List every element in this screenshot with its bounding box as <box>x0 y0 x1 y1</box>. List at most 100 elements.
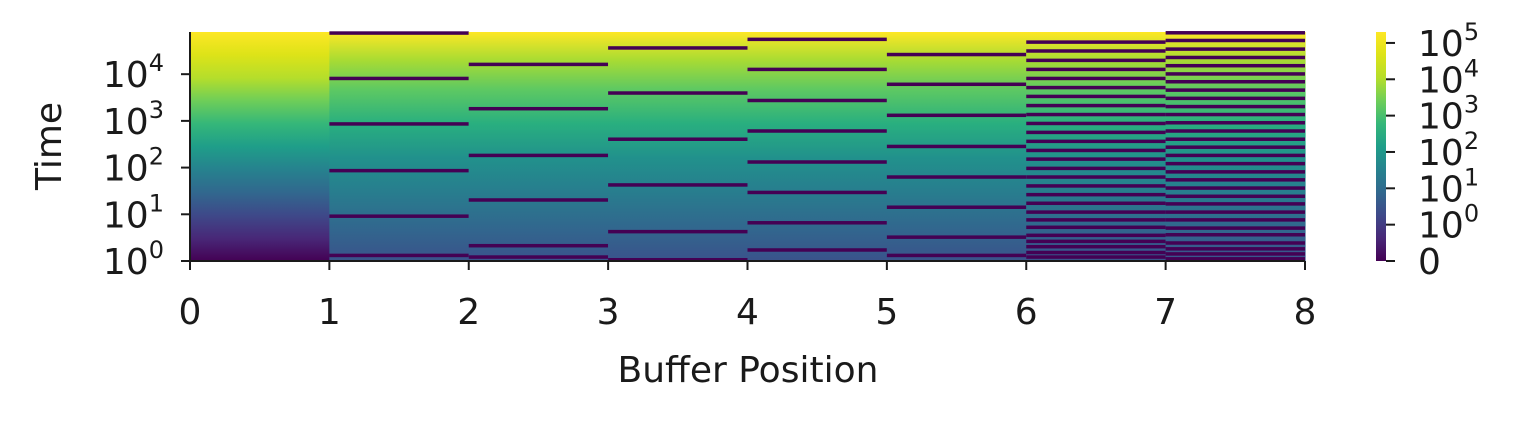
reset-line <box>608 258 748 262</box>
reset-line <box>747 98 887 103</box>
reset-line <box>1026 121 1166 126</box>
x-axis: 0 1 2 3 4 5 6 7 8 <box>179 260 1317 333</box>
colorbar-tick-label: 105 <box>1418 18 1479 65</box>
reset-line <box>1026 112 1166 117</box>
reset-line <box>1026 49 1166 53</box>
x-tick-label: 6 <box>1015 292 1038 333</box>
reset-line <box>747 67 887 72</box>
reset-line <box>1165 178 1305 182</box>
reset-line <box>1165 63 1305 68</box>
reset-line <box>1165 104 1305 109</box>
reset-line <box>747 129 887 133</box>
reset-line <box>1026 166 1166 171</box>
reset-line <box>329 31 469 35</box>
heatmap-column-2 <box>468 32 609 261</box>
x-tick-label: 8 <box>1294 292 1317 333</box>
reset-line <box>608 46 748 50</box>
reset-line <box>886 113 1027 118</box>
reset-line <box>468 255 609 259</box>
reset-line <box>1165 129 1305 133</box>
reset-line <box>1026 103 1166 108</box>
reset-line <box>1165 72 1305 76</box>
x-tick-label: 0 <box>179 292 202 333</box>
reset-line <box>1026 233 1166 238</box>
reset-line <box>1165 226 1305 230</box>
reset-line <box>886 82 1027 87</box>
reset-line <box>468 198 609 202</box>
reset-line <box>1165 218 1305 222</box>
reset-line <box>1026 184 1166 188</box>
reset-line <box>1026 239 1166 244</box>
reset-line <box>1026 175 1166 179</box>
reset-line <box>886 253 1027 258</box>
x-tick-label: 5 <box>875 292 898 333</box>
reset-line <box>1165 153 1305 158</box>
y-tick-label: 101 <box>103 189 164 236</box>
reset-line <box>747 190 887 195</box>
x-tick-label: 3 <box>597 292 620 333</box>
reset-line <box>1165 88 1305 92</box>
colorbar-gradient <box>1376 32 1386 261</box>
reset-line <box>1165 112 1305 117</box>
x-axis-label: Buffer Position <box>618 350 879 391</box>
reset-line <box>1026 201 1166 206</box>
heatmap-column-3 <box>608 32 749 262</box>
reset-line <box>1165 145 1305 149</box>
reset-line <box>1165 170 1305 174</box>
reset-line <box>886 205 1027 209</box>
reset-line <box>1026 192 1166 197</box>
reset-line <box>1165 121 1305 125</box>
y-tick-label: 103 <box>103 96 164 143</box>
reset-line <box>1165 241 1305 245</box>
heatmap-column-5 <box>886 32 1027 261</box>
y-tick-label: 102 <box>103 143 164 190</box>
reset-line <box>1165 47 1305 51</box>
heatmap-columns <box>190 31 1306 262</box>
reset-line <box>329 214 469 218</box>
heatmap-column-0 <box>190 32 330 261</box>
reset-line <box>1026 94 1166 99</box>
heatmap-cell <box>608 32 749 261</box>
heatmap-column-1 <box>329 31 470 261</box>
reset-line <box>1026 76 1166 81</box>
reset-line <box>1026 85 1166 90</box>
y-tick-label: 104 <box>103 49 164 96</box>
x-tick-label: 1 <box>318 292 341 333</box>
x-tick-label: 4 <box>736 292 759 333</box>
reset-line <box>1165 257 1305 261</box>
reset-line <box>329 253 469 258</box>
reset-line <box>1165 233 1305 237</box>
reset-line <box>1026 139 1166 144</box>
colorbar-tick-label: 0 <box>1418 242 1441 283</box>
colorbar-tick-label: 102 <box>1418 127 1479 174</box>
reset-line <box>329 168 469 173</box>
reset-line <box>886 175 1027 179</box>
colorbar-tick-label: 103 <box>1418 91 1479 138</box>
reset-line <box>1026 244 1166 249</box>
reset-line <box>1026 130 1166 135</box>
reset-line <box>1165 252 1305 256</box>
colorbar-tick-label: 104 <box>1418 54 1479 101</box>
reset-line <box>747 160 887 164</box>
reset-line <box>468 153 609 158</box>
y-axis-label: Time <box>29 102 70 191</box>
heatmap-column-6 <box>1026 32 1167 261</box>
reset-line <box>1165 55 1305 60</box>
x-tick-label: 7 <box>1154 292 1177 333</box>
reset-line <box>1026 148 1166 153</box>
reset-line <box>1026 58 1166 63</box>
reset-line <box>329 76 469 81</box>
reset-line <box>468 243 609 248</box>
reset-line <box>608 91 748 95</box>
reset-line <box>1026 255 1166 259</box>
reset-line <box>608 183 748 187</box>
heatmap-column-4 <box>747 32 888 261</box>
reset-line <box>1026 67 1166 72</box>
reset-line <box>1026 40 1166 44</box>
reset-line <box>1165 31 1305 35</box>
reset-line <box>1026 218 1166 222</box>
reset-line <box>747 221 887 225</box>
